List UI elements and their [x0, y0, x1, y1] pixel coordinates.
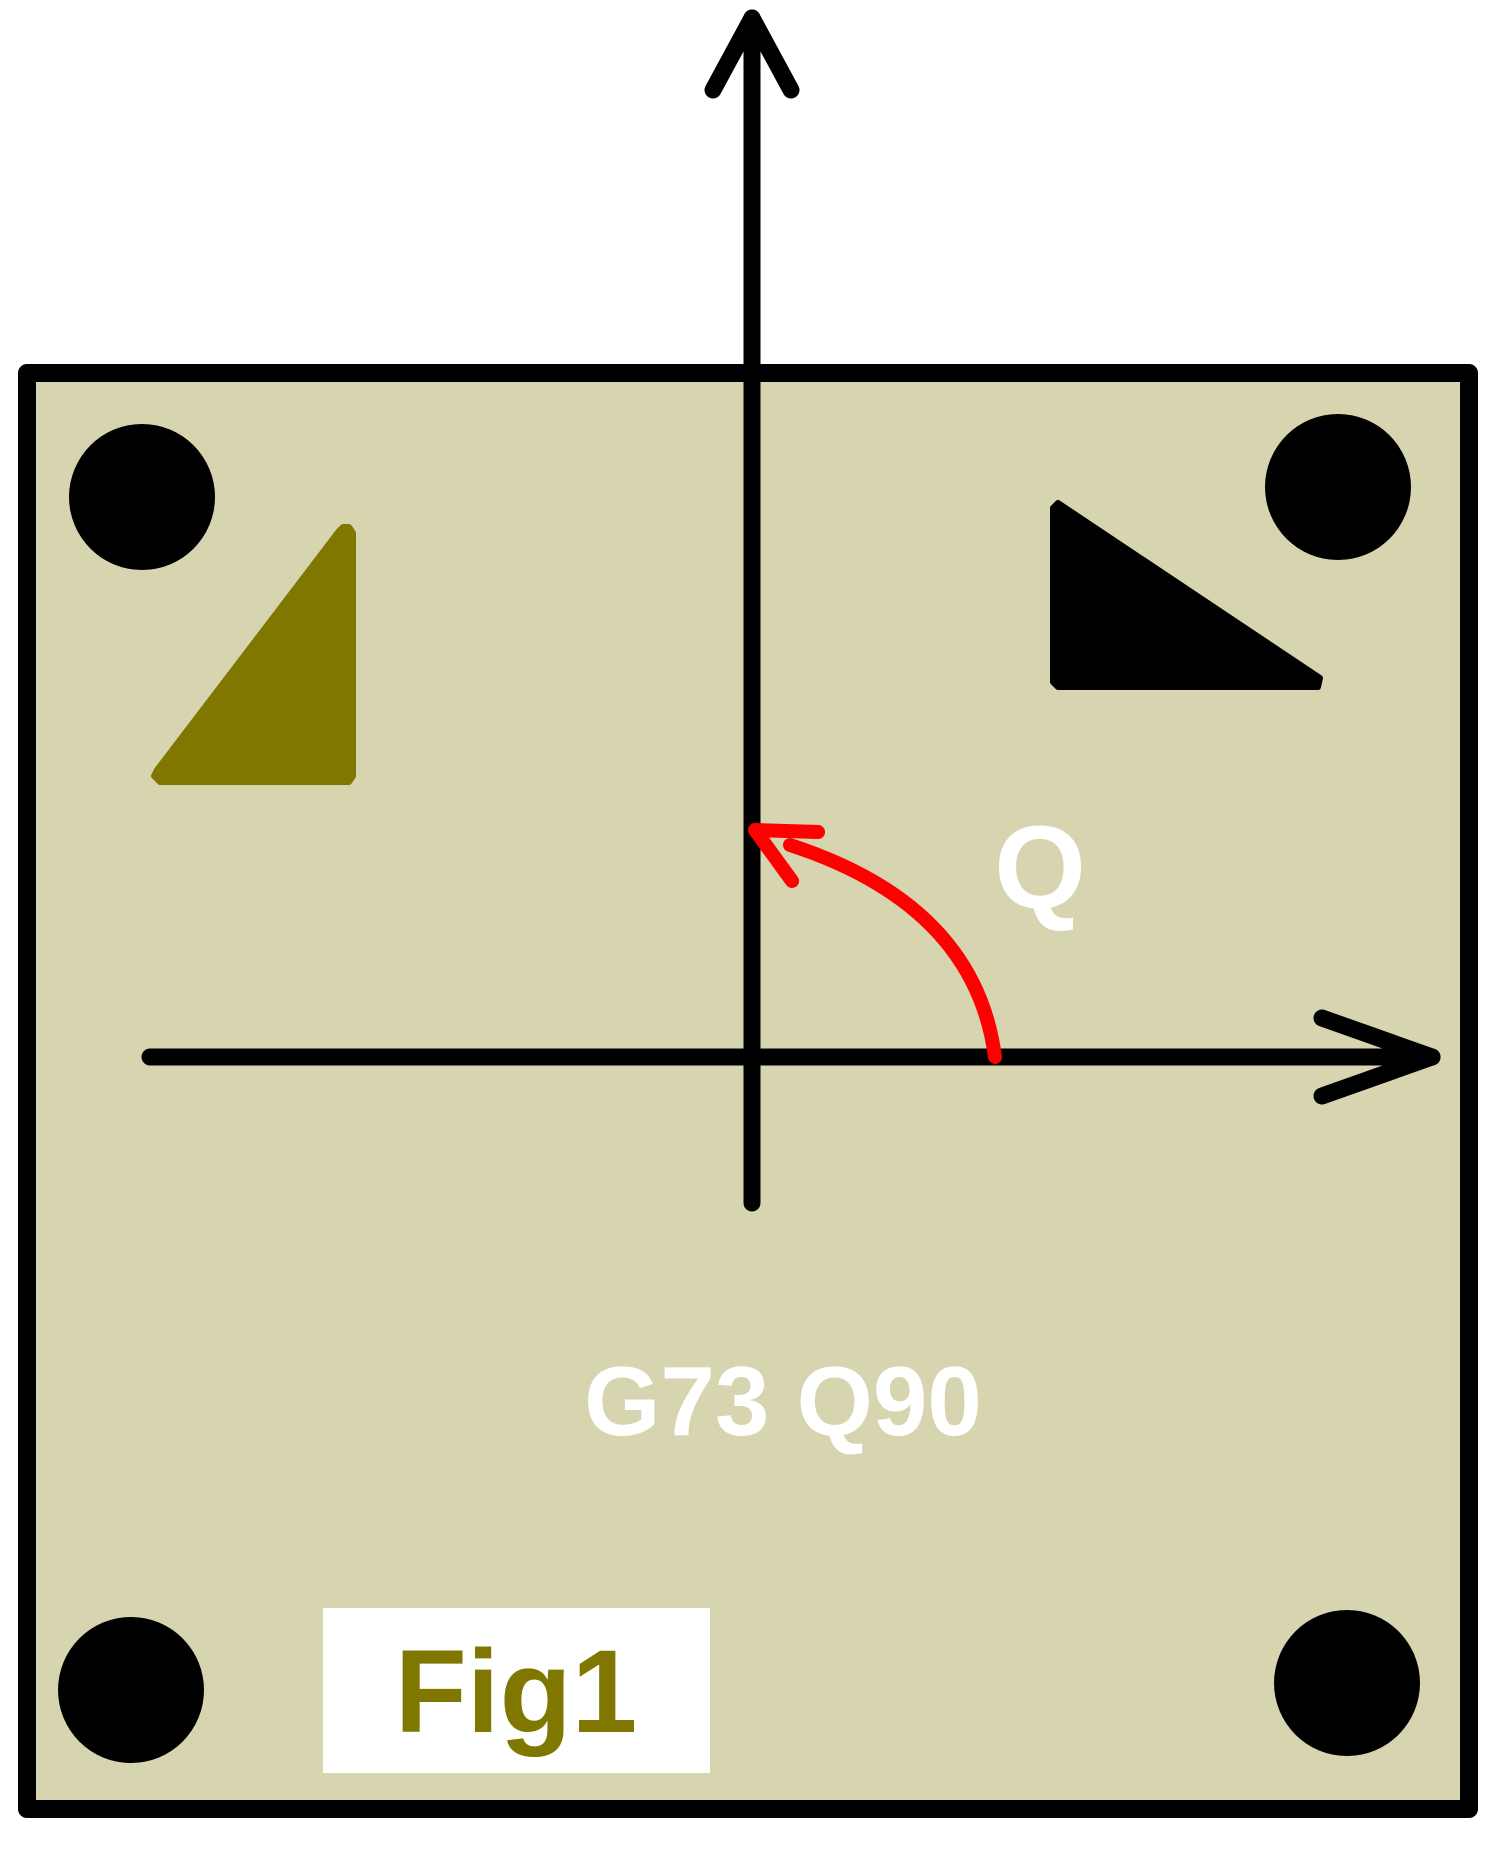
corner-marker-top-left [69, 424, 215, 570]
rotation-arrowhead [748, 823, 825, 888]
original-part-triangle [151, 524, 356, 785]
command-label: G73 Q90 [584, 1346, 982, 1456]
corner-marker-bottom-right [1274, 1610, 1420, 1756]
corner-marker-top-right [1265, 414, 1411, 560]
rotation-arc [783, 838, 1002, 1064]
rotated-part-triangle [1050, 500, 1323, 690]
angle-label: Q [994, 802, 1086, 934]
figure-label-box [323, 1608, 710, 1773]
figure-label: Fig1 [395, 1626, 638, 1758]
x-axis-arrowhead [1313, 1009, 1441, 1105]
y-axis-arrowhead [704, 9, 800, 99]
corner-marker-bottom-left [58, 1617, 204, 1763]
